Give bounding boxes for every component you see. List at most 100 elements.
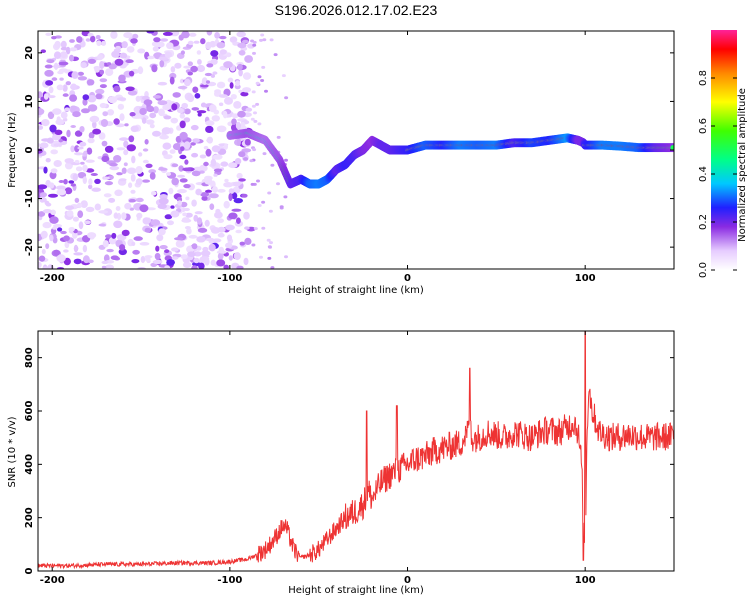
spectrogram-noise-cell bbox=[178, 165, 184, 172]
y-tick-label: 0 bbox=[24, 146, 35, 153]
spectrogram-noise-cell bbox=[55, 185, 66, 190]
spectrogram-noise-cell bbox=[244, 226, 250, 230]
spectrogram-noise-cell bbox=[62, 117, 68, 122]
spectrogram-noise-cell bbox=[106, 62, 112, 66]
spectrogram-noise-cell bbox=[119, 52, 128, 59]
spectrogram-noise-cell bbox=[283, 195, 288, 199]
spectrogram-noise-cell bbox=[139, 242, 150, 246]
spectrogram-noise-cell bbox=[64, 107, 71, 112]
spectrogram-noise-cell bbox=[164, 214, 173, 220]
spectrogram-noise-cell bbox=[252, 43, 257, 47]
spectrogram-noise-cell bbox=[49, 234, 54, 242]
spectrogram-noise-cell bbox=[205, 189, 212, 193]
spectrogram-noise-cell bbox=[38, 255, 46, 262]
spectrogram-noise-cell bbox=[68, 227, 75, 232]
y-tick-label: -20 bbox=[24, 238, 35, 256]
spectrogram-noise-cell bbox=[121, 229, 130, 237]
spectrogram-noise-cell bbox=[177, 189, 187, 194]
spectrogram-noise-cell bbox=[74, 197, 80, 203]
spectrogram-noise-cell bbox=[135, 197, 144, 203]
spectrogram-noise-cell bbox=[70, 105, 77, 111]
spectrogram-noise-cell bbox=[107, 96, 118, 104]
spectrogram-noise-cell bbox=[116, 172, 123, 176]
spectrogram-noise-cell bbox=[41, 249, 46, 255]
spectrogram-noise-cell bbox=[198, 262, 205, 269]
spectrogram-noise-cell bbox=[142, 179, 150, 183]
spectrogram-noise-cell bbox=[77, 76, 88, 81]
spectrogram-noise-cell bbox=[94, 65, 100, 73]
colorbar: 0.0 0.2 0.4 0.6 0.8 Normalized spectral ampl… bbox=[698, 30, 748, 278]
spectrogram-noise-cell bbox=[234, 158, 242, 165]
spectrogram-noise-cell bbox=[164, 51, 173, 58]
spectrogram-noise-cell bbox=[243, 157, 249, 161]
spectrogram-noise-cell bbox=[195, 188, 202, 196]
spectrogram-noise-cell bbox=[229, 82, 234, 89]
spectrogram-noise-cell bbox=[88, 132, 95, 139]
spectrogram-noise-cell bbox=[184, 78, 191, 87]
spectrogram-noise-cell bbox=[191, 265, 198, 269]
spectrogram-noise-cell bbox=[128, 198, 136, 203]
spectrogram-noise-cell bbox=[256, 179, 260, 183]
spectrogram-noise-cell bbox=[183, 184, 191, 189]
spectrogram-noise-cell bbox=[160, 38, 169, 42]
spectrogram-noise-cell bbox=[105, 234, 112, 239]
spectrogram-noise-cell bbox=[267, 191, 272, 195]
spectrogram-noise-cell bbox=[43, 166, 48, 174]
spectrogram-noise-cell bbox=[276, 135, 281, 139]
spectrogram-noise-cell bbox=[216, 125, 227, 133]
x-tick-label: 100 bbox=[575, 575, 596, 586]
spectrogram-noise-cell bbox=[268, 209, 273, 213]
spectrogram-noise-cell bbox=[182, 167, 192, 172]
spectrogram-noise-cell bbox=[237, 110, 246, 118]
spectrogram-noise-cell bbox=[80, 62, 87, 69]
spectrogram-noise-cell bbox=[99, 61, 105, 69]
spectrogram-noise-cell bbox=[87, 58, 96, 64]
spectrogram-noise-cell bbox=[82, 176, 88, 184]
spectrogram-noise-cell bbox=[98, 132, 106, 140]
spectrogram-noise-cell bbox=[157, 81, 168, 86]
spectrogram-noise-cell bbox=[54, 129, 63, 135]
spectrogram-noise-cell bbox=[145, 163, 153, 168]
spectrogram-noise-cell bbox=[155, 245, 160, 252]
spectrogram-noise-cell bbox=[89, 115, 100, 123]
spectrogram-noise-cell bbox=[74, 130, 83, 137]
spectrogram-noise-cell bbox=[171, 103, 178, 111]
spectrogram-noise-cell bbox=[60, 230, 67, 235]
spectrogram-noise-cell bbox=[262, 38, 267, 42]
spectrogram-noise-cell bbox=[51, 36, 57, 40]
spectrogram-noise-cell bbox=[77, 71, 85, 76]
spectrogram-noise-cell bbox=[205, 125, 214, 133]
spectrogram-noise-cell bbox=[158, 108, 165, 117]
spectrogram-noise-cell bbox=[81, 108, 90, 114]
spectrogram-noise-cell bbox=[101, 265, 107, 269]
spectrogram-noise-cell bbox=[92, 121, 97, 129]
spectrogram-noise-cell bbox=[87, 95, 97, 103]
spectrogram-noise-cell bbox=[82, 244, 88, 253]
spectrogram-noise-cell bbox=[50, 168, 58, 174]
spectrogram-noise-cell bbox=[53, 160, 62, 167]
spectrogram-noise-cell bbox=[179, 78, 185, 84]
spectrogram-noise-cell bbox=[205, 237, 215, 242]
spectrogram-noise-cell bbox=[223, 182, 234, 188]
spectrogram-noise-cell bbox=[74, 159, 80, 164]
spectrogram-noise-cell bbox=[180, 146, 185, 152]
spectrogram-noise-cell bbox=[111, 232, 117, 239]
spectrogram-noise-cell bbox=[87, 232, 97, 239]
spectrogram-noise-cell bbox=[261, 200, 266, 204]
spectrogram-noise-cell bbox=[114, 189, 123, 197]
spectrogram-noise-cell bbox=[132, 249, 140, 255]
spectrogram-noise-cell bbox=[53, 143, 61, 147]
spectrogram-noise-cell bbox=[232, 181, 241, 187]
spectrogram-noise-cell bbox=[163, 115, 172, 120]
spectrogram-noise-cell bbox=[235, 229, 242, 234]
spectrogram-noise-cell bbox=[211, 145, 221, 153]
spectrogram-noise-cell bbox=[238, 69, 243, 77]
snr-plot-area bbox=[38, 331, 674, 571]
spectrogram-noise-cell bbox=[182, 261, 192, 268]
spectrogram-x-ticks: -200 -100 0 100 bbox=[40, 31, 596, 284]
spectrogram-noise-cell bbox=[98, 223, 107, 227]
spectrogram-noise-cell bbox=[95, 88, 105, 95]
spectrogram-noise-cell bbox=[217, 252, 224, 260]
spectrogram-noise-cell bbox=[45, 32, 52, 37]
spectrogram-noise-cell bbox=[107, 109, 115, 116]
